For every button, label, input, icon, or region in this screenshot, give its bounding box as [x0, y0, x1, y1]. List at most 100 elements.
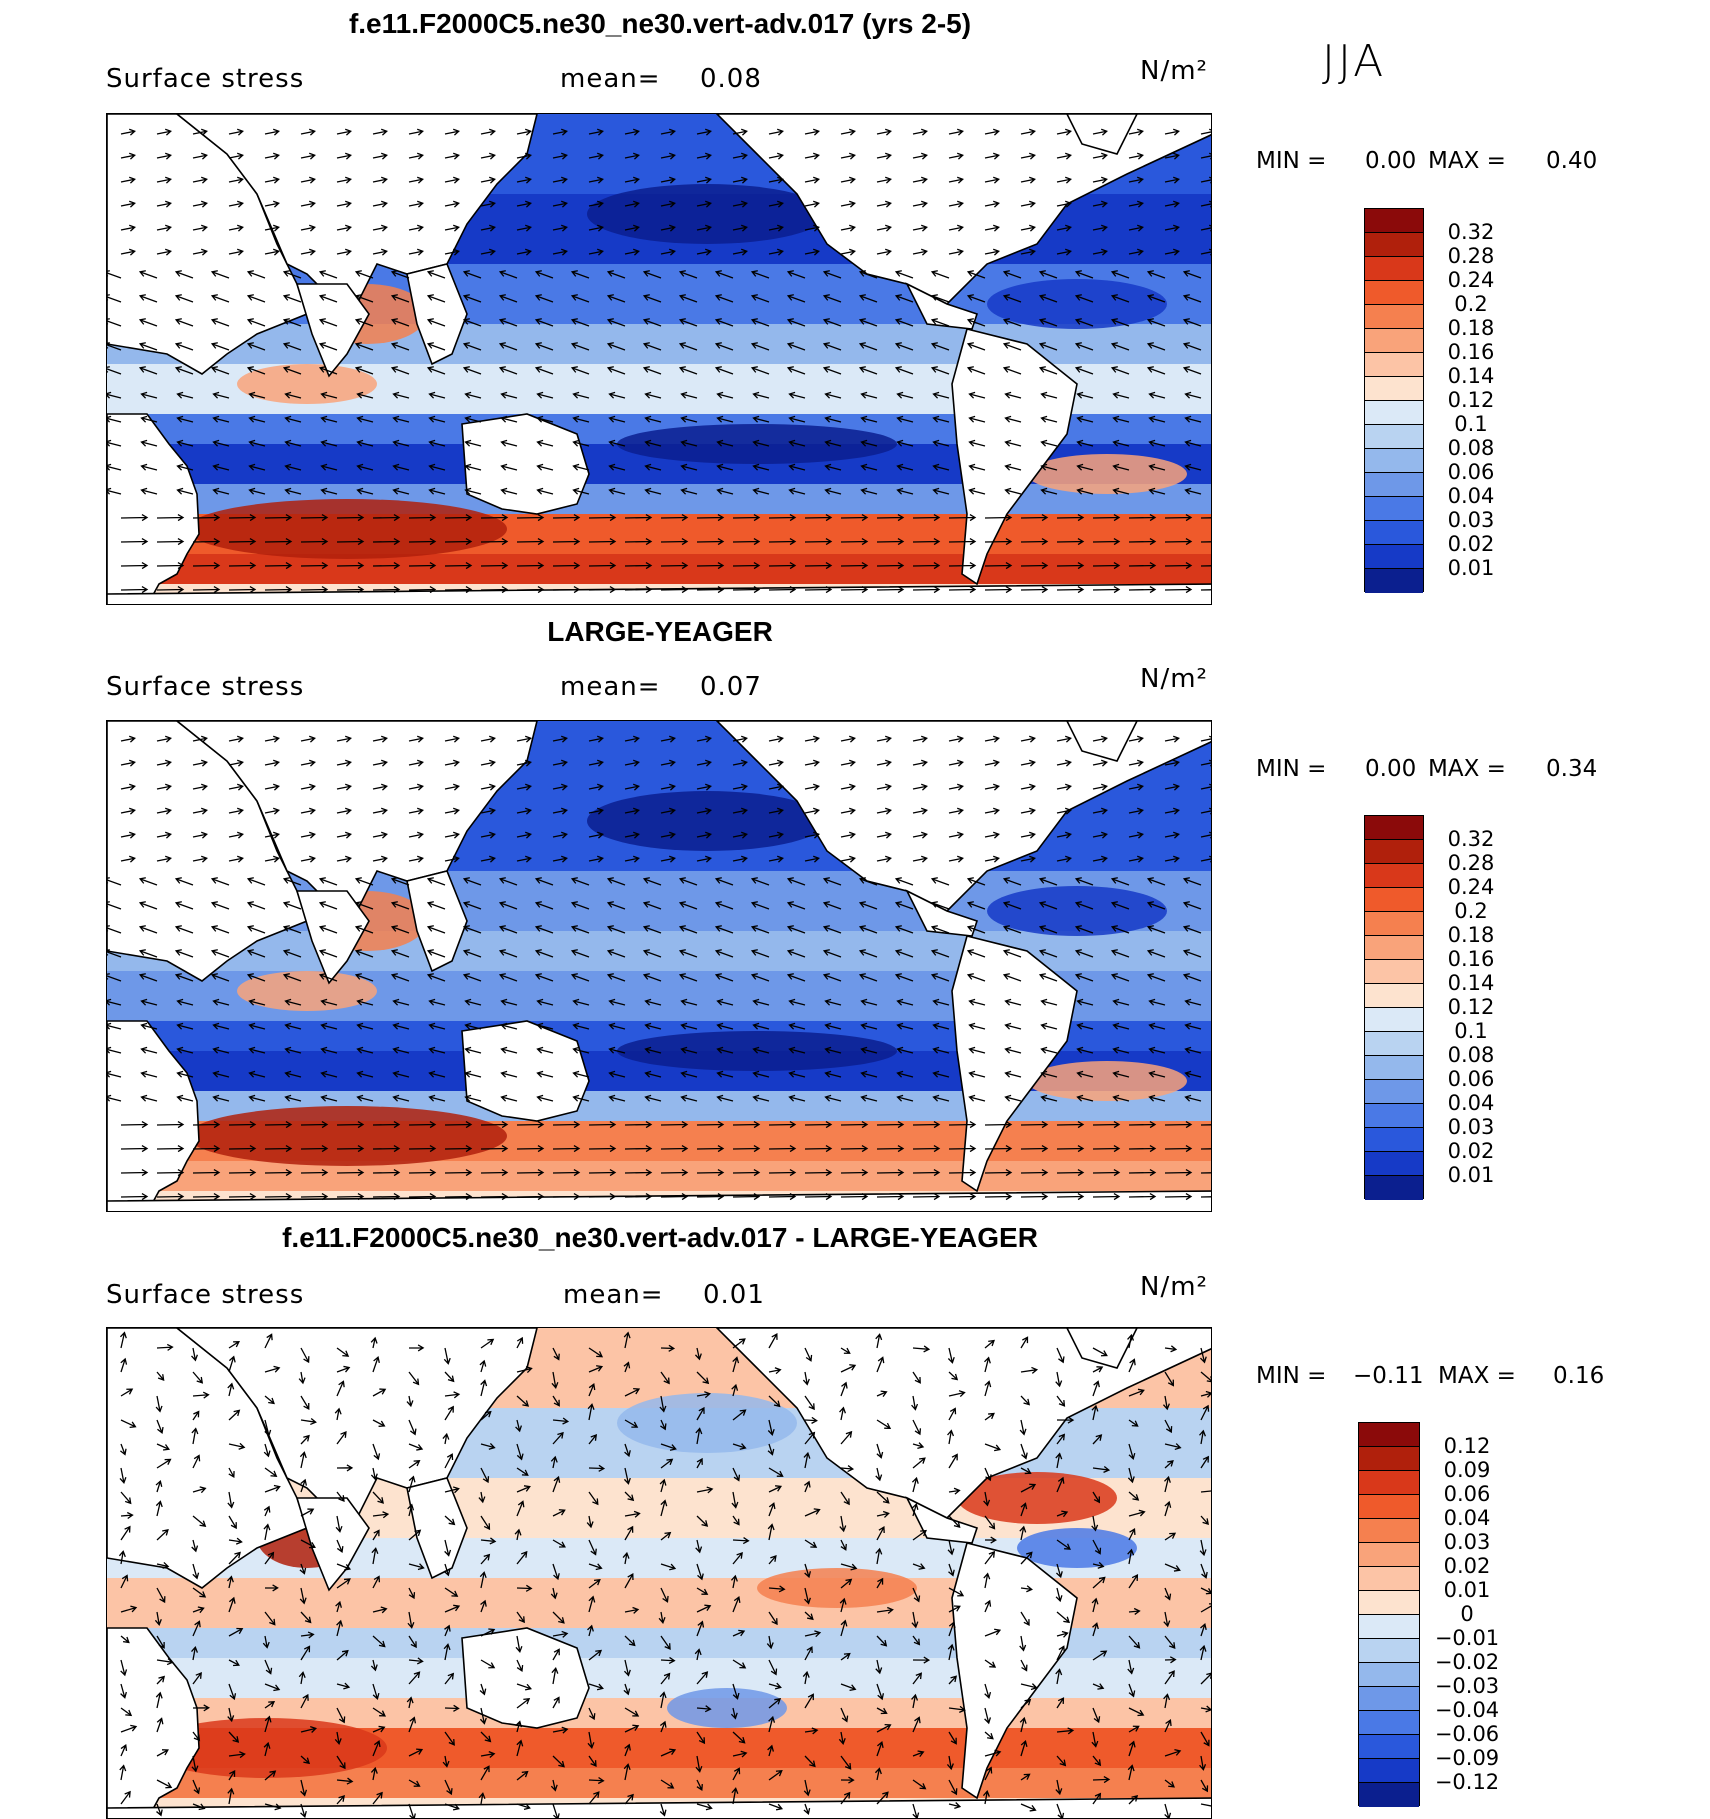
stress-arrow — [1184, 1046, 1202, 1054]
stress-arrow — [284, 487, 302, 495]
stress-arrow — [516, 1584, 533, 1592]
stress-arrow — [948, 783, 964, 791]
stress-arrow — [822, 973, 842, 982]
stress-arrow — [948, 514, 977, 522]
stress-arrow — [408, 248, 424, 256]
stress-arrow — [356, 415, 374, 423]
stress-arrow — [876, 152, 892, 160]
stress-arrow — [768, 1611, 778, 1626]
stress-arrow — [1040, 1070, 1058, 1078]
stress-arrow — [948, 1145, 977, 1153]
stress-arrow — [408, 1657, 424, 1665]
stress-arrow — [498, 973, 518, 982]
stress-arrow — [407, 1611, 415, 1629]
stress-arrow — [840, 1539, 847, 1551]
stress-arrow — [948, 248, 964, 256]
stress-arrow — [156, 1717, 164, 1733]
stress-arrow — [804, 1480, 811, 1493]
stress-arrow — [1092, 538, 1121, 546]
stress-arrow — [336, 1121, 365, 1129]
colorbar-tick-label: 0.14 — [1447, 364, 1495, 388]
stress-arrow — [572, 1022, 590, 1030]
stress-arrow — [552, 855, 568, 863]
stress-arrow — [444, 1731, 455, 1746]
stress-arrow — [156, 807, 172, 815]
stress-arrow — [732, 1193, 761, 1201]
stress-arrow — [608, 998, 626, 1006]
stress-arrow — [606, 366, 626, 375]
stress-arrow — [804, 1563, 812, 1579]
stress-arrow — [318, 318, 338, 327]
stress-arrow — [370, 1336, 378, 1349]
colorbar-swatch — [1359, 1591, 1419, 1615]
colorbar-tick-label: 0.2 — [1454, 899, 1488, 923]
stress-arrow — [320, 1046, 338, 1054]
stress-arrow — [462, 877, 482, 886]
stress-arrow — [968, 1070, 986, 1078]
stress-arrow — [516, 1500, 525, 1517]
stress-arrow — [1092, 759, 1108, 767]
stress-arrow — [336, 1649, 349, 1661]
stress-arrow — [120, 1683, 127, 1699]
stress-arrow — [120, 128, 136, 136]
stress-arrow — [408, 1193, 437, 1201]
stress-arrow — [176, 439, 194, 447]
stress-arrow — [372, 248, 388, 256]
stress-arrow — [318, 270, 338, 279]
stress-arrow — [876, 1683, 885, 1701]
stress-arrow — [534, 270, 554, 279]
land-outline — [461, 1020, 590, 1122]
colorbar-swatch — [1365, 353, 1423, 377]
stress-arrow — [1164, 1656, 1177, 1664]
stress-arrow — [1056, 1630, 1069, 1638]
stress-arrow — [588, 1707, 596, 1721]
stress-arrow — [984, 1550, 996, 1565]
stress-arrow — [408, 1779, 421, 1787]
colorbar-swatch — [1365, 960, 1423, 984]
stress-arrow — [282, 342, 302, 351]
stress-arrow — [680, 463, 698, 471]
stress-arrow — [1055, 1452, 1063, 1469]
colorbar-swatch — [1359, 1543, 1419, 1567]
stress-arrow — [624, 1387, 641, 1397]
stress-arrow — [264, 1145, 293, 1153]
stress-arrow — [1182, 270, 1202, 279]
stress-arrow — [1055, 1779, 1063, 1796]
stress-arrow — [140, 1070, 158, 1078]
stress-arrow — [210, 270, 230, 279]
stress-arrow — [984, 514, 1013, 522]
field-blob — [1027, 1061, 1187, 1101]
stress-arrow — [840, 1578, 853, 1589]
stress-arrow — [336, 1365, 351, 1373]
stress-arrow — [1004, 463, 1022, 471]
stress-arrow — [624, 1635, 636, 1647]
stress-arrow — [1056, 855, 1072, 863]
stress-arrow — [876, 1577, 884, 1589]
stress-arrow — [192, 1486, 207, 1494]
stress-arrow — [428, 391, 446, 399]
stress-arrow — [192, 128, 208, 136]
stress-arrow — [228, 1659, 240, 1667]
stress-arrow — [642, 973, 662, 982]
stress-arrow — [140, 439, 158, 447]
stress-arrow — [696, 586, 725, 594]
stress-arrow — [678, 973, 698, 982]
stress-arrow — [732, 586, 761, 594]
stress-arrow — [984, 807, 1000, 815]
stress-arrow — [1182, 366, 1202, 375]
stress-arrow — [300, 562, 329, 570]
stress-arrow — [372, 807, 388, 815]
stress-arrow — [948, 128, 964, 136]
stress-arrow — [444, 1672, 455, 1685]
stress-arrow — [804, 128, 820, 136]
stress-arrow — [192, 1671, 202, 1685]
stress-arrow — [552, 807, 568, 815]
stress-arrow — [552, 1563, 560, 1581]
stress-arrow — [210, 877, 230, 886]
colorbar-tick-label: 0.01 — [1447, 556, 1495, 580]
stress-arrow — [318, 342, 338, 351]
stress-arrow — [1127, 1764, 1135, 1781]
stress-arrow — [696, 248, 712, 256]
stress-arrow — [426, 318, 446, 327]
stress-arrow — [624, 176, 640, 184]
